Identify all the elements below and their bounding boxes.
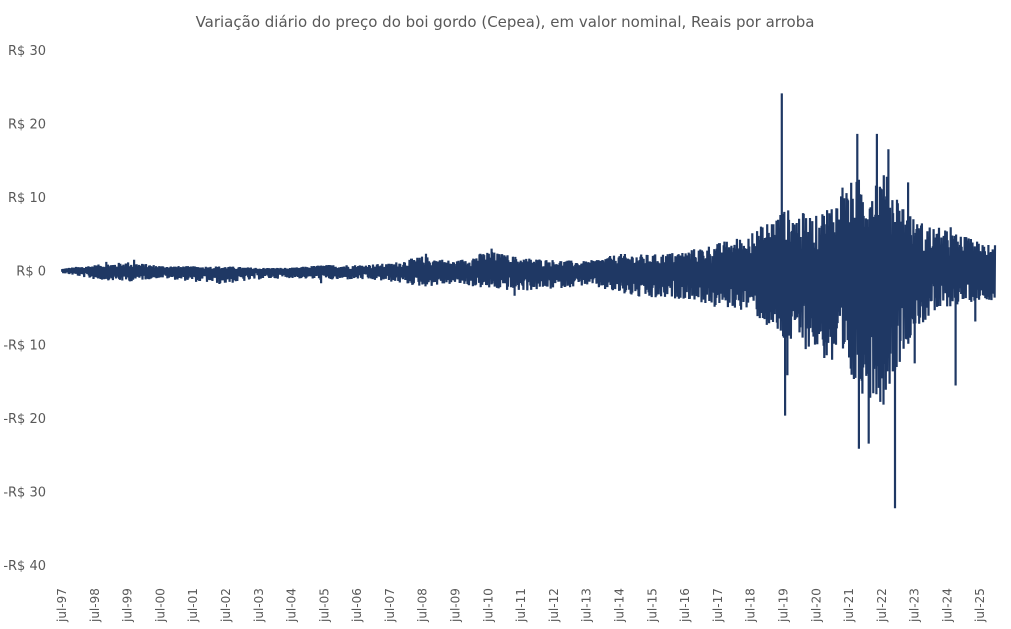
x-tick-label: jul-08 xyxy=(416,588,430,623)
y-tick-label: R$ 20 xyxy=(8,118,46,133)
y-tick-label: -R$ 40 xyxy=(3,559,46,574)
y-tick-label: R$ 10 xyxy=(8,191,46,206)
x-tick-label: jul-23 xyxy=(908,588,922,623)
x-tick-label: jul-10 xyxy=(481,588,495,623)
series-path xyxy=(60,93,997,509)
y-tick-label: -R$ 10 xyxy=(3,338,46,353)
x-tick-label: jul-05 xyxy=(317,588,331,623)
x-tick-label: jul-24 xyxy=(940,588,954,623)
y-tick-label: -R$ 20 xyxy=(3,412,46,427)
x-tick-label: jul-02 xyxy=(219,588,233,623)
x-tick-label: jul-17 xyxy=(711,588,725,623)
x-tick-label: jul-25 xyxy=(973,588,987,623)
x-tick-label: jul-09 xyxy=(449,588,463,623)
x-tick-label: jul-22 xyxy=(875,588,889,623)
y-tick-label: -R$ 30 xyxy=(3,485,46,500)
y-axis: R$ 30 R$ 20 R$ 10 R$ 0 -R$ 10 -R$ 20 -R$ 30 -R$… xyxy=(3,44,46,574)
chart-title: Variação diário do preço do boi gordo (C… xyxy=(196,13,815,31)
x-tick-label: jul-14 xyxy=(613,588,627,623)
x-tick-label: jul-20 xyxy=(809,588,823,623)
x-tick-label: jul-04 xyxy=(285,588,299,623)
x-tick-label: jul-18 xyxy=(744,588,758,623)
x-tick-label: jul-21 xyxy=(842,588,856,623)
x-tick-label: jul-97 xyxy=(55,588,69,623)
x-tick-label: jul-19 xyxy=(776,588,790,623)
x-tick-label: jul-15 xyxy=(645,588,659,623)
x-tick-label: jul-11 xyxy=(514,588,528,623)
x-tick-label: jul-98 xyxy=(88,588,102,623)
x-tick-label: jul-07 xyxy=(383,588,397,623)
x-tick-label: jul-03 xyxy=(252,588,266,623)
y-tick-label: R$ 30 xyxy=(8,44,46,59)
x-tick-label: jul-13 xyxy=(580,588,594,623)
x-tick-label: jul-16 xyxy=(678,588,692,623)
x-tick-label: jul-99 xyxy=(121,588,135,623)
x-tick-label: jul-06 xyxy=(350,588,364,623)
x-tick-label: jul-01 xyxy=(186,588,200,623)
x-axis: jul-97 jul-98 jul-99 jul-00 jul-01 jul-02 jul-… xyxy=(55,588,987,623)
series-line xyxy=(60,93,997,509)
x-tick-label: jul-12 xyxy=(547,588,561,623)
y-tick-label: R$ 0 xyxy=(16,265,46,280)
x-tick-label: jul-00 xyxy=(153,588,167,623)
